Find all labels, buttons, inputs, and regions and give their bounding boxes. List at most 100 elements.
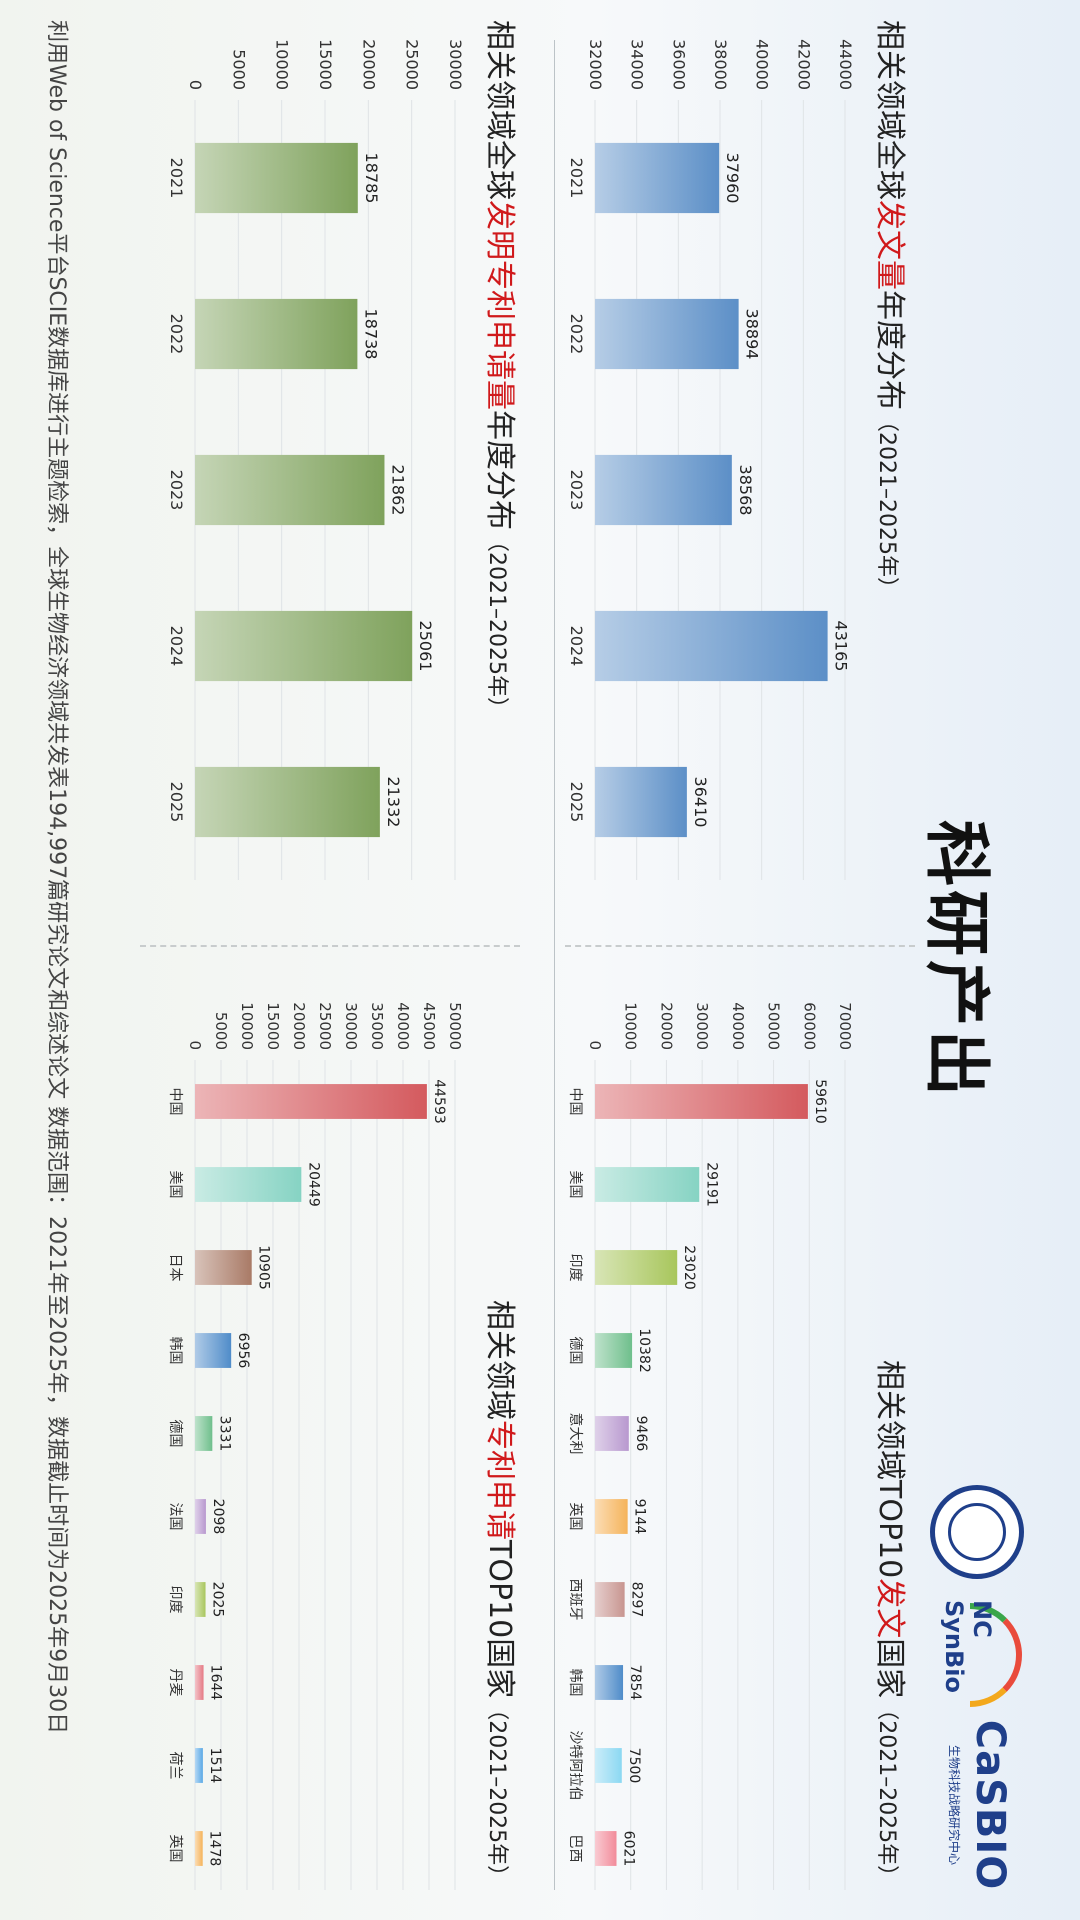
data-label: 10905: [256, 1245, 272, 1290]
bar-2025: [195, 766, 380, 838]
data-label: 8297: [629, 1582, 645, 1618]
data-label: 18738: [361, 309, 380, 360]
patent-annual-chart: 0 5000 10000 15000 20000 25000 30000 18785 2021 1…: [167, 39, 465, 880]
data-label: 6956: [235, 1333, 251, 1369]
data-label: 3331: [216, 1416, 232, 1452]
ncsynbio-logo: NC SynBio: [940, 1600, 1022, 1710]
y-tick-label: 34000: [628, 39, 647, 90]
data-label: 2025: [210, 1582, 226, 1618]
y-tick-label: 38000: [711, 39, 730, 90]
bar-韩国: [595, 1665, 624, 1700]
x-tick-label: 2021: [567, 158, 586, 199]
y-tick-label: 35000: [368, 1002, 386, 1050]
x-tick-label: 西班牙: [567, 1579, 583, 1621]
bar-2022: [195, 298, 358, 370]
bar-英国: [195, 1831, 203, 1866]
bar-印度: [594, 1250, 678, 1285]
data-label: 44593: [431, 1079, 447, 1124]
data-label: 38568: [736, 465, 755, 516]
x-tick-label: 2024: [167, 626, 186, 667]
bar-巴西: [595, 1831, 617, 1866]
y-tick-label: 25000: [403, 39, 422, 90]
panel-title-patent-top10: 相关领域专利申请TOP10国家（2021–2025年）: [482, 1300, 517, 1888]
bar-2024: [594, 610, 828, 682]
x-tick-label: 韩国: [167, 1337, 183, 1365]
data-label: 23020: [681, 1245, 697, 1290]
y-tick-label: 10000: [622, 1002, 640, 1050]
data-label: 9144: [632, 1499, 648, 1535]
x-tick-label: 意大利: [567, 1413, 584, 1455]
y-tick-label: 0: [586, 1040, 604, 1050]
bar-德国: [194, 1416, 213, 1451]
bar-法国: [195, 1499, 206, 1534]
x-tick-label: 荷兰: [167, 1752, 183, 1780]
x-tick-label: 2025: [567, 782, 586, 823]
bar-2022: [595, 298, 739, 370]
y-tick-label: 40000: [394, 1002, 412, 1050]
bar-2021: [195, 142, 358, 214]
data-label: 25061: [416, 621, 435, 672]
data-label: 21862: [388, 465, 407, 516]
bar-韩国: [195, 1333, 232, 1368]
y-tick-label: 5000: [212, 1012, 230, 1050]
bar-美国: [595, 1167, 700, 1202]
data-label: 43165: [832, 621, 851, 672]
y-tick-label: 20000: [290, 1002, 308, 1050]
bar-中国: [595, 1084, 808, 1119]
bar-中国: [194, 1084, 427, 1119]
data-label: 1514: [207, 1748, 223, 1784]
data-label: 1478: [207, 1831, 223, 1867]
x-tick-label: 巴西: [567, 1835, 583, 1863]
y-tick-label: 15000: [316, 39, 335, 90]
bar-2023: [194, 454, 385, 526]
y-tick-label: 10000: [273, 39, 292, 90]
panel-title-publication-top10: 相关领域TOP10发文国家（2021–2025年）: [872, 1360, 907, 1888]
bar-英国: [595, 1499, 628, 1534]
panel-title-publication-annual: 相关领域全球发文量年度分布（2021–2025年）: [872, 20, 907, 599]
section-divider: [554, 40, 555, 1890]
x-tick-label: 德国: [167, 1420, 183, 1448]
bar-2021: [595, 142, 720, 214]
x-tick-label: 日本: [167, 1254, 183, 1282]
data-label: 7854: [627, 1665, 643, 1701]
y-tick-label: 20000: [657, 1002, 675, 1050]
dashed-divider: [565, 945, 915, 947]
x-tick-label: 美国: [567, 1171, 583, 1199]
data-label: 38894: [743, 309, 762, 360]
data-label: 20449: [305, 1162, 321, 1207]
data-label: 2098: [210, 1499, 226, 1535]
y-tick-label: 50000: [446, 1002, 464, 1050]
bar-2024: [195, 610, 413, 682]
y-tick-label: 45000: [420, 1002, 438, 1050]
bar-丹麦: [194, 1665, 204, 1700]
x-tick-label: 韩国: [567, 1669, 583, 1697]
bar-荷兰: [195, 1748, 203, 1783]
x-tick-label: 沙特阿拉伯: [567, 1731, 583, 1801]
institution-seal-logo: [930, 1485, 1024, 1579]
x-tick-label: 2025: [167, 782, 186, 823]
bar-美国: [194, 1167, 302, 1202]
data-label: 37960: [723, 153, 742, 204]
bar-2025: [595, 766, 687, 838]
x-tick-label: 法国: [167, 1503, 183, 1531]
data-label: 29191: [703, 1162, 719, 1207]
x-tick-label: 德国: [567, 1337, 583, 1365]
x-tick-label: 英国: [567, 1503, 584, 1531]
y-tick-label: 10000: [238, 1002, 256, 1050]
y-tick-label: 30000: [693, 1002, 711, 1050]
bar-意大利: [595, 1416, 629, 1451]
y-tick-label: 60000: [800, 1002, 818, 1050]
data-label: 7500: [626, 1748, 642, 1784]
bar-沙特阿拉伯: [595, 1748, 622, 1783]
data-label: 21332: [384, 777, 403, 828]
publication-top10-chart: 0 10000 20000 30000 40000 50000 60000 70000 5961…: [567, 1002, 854, 1890]
data-label: 59610: [812, 1079, 828, 1124]
bar-西班牙: [594, 1582, 625, 1617]
bar-德国: [594, 1333, 633, 1368]
data-label: 6021: [621, 1831, 637, 1867]
x-tick-label: 2024: [567, 626, 586, 667]
y-tick-label: 50000: [765, 1002, 783, 1050]
y-tick-label: 32000: [586, 39, 605, 90]
casbio-logo: CaSBIO 生物科技战略研究中心: [947, 1719, 1014, 1891]
x-tick-label: 丹麦: [167, 1669, 183, 1697]
